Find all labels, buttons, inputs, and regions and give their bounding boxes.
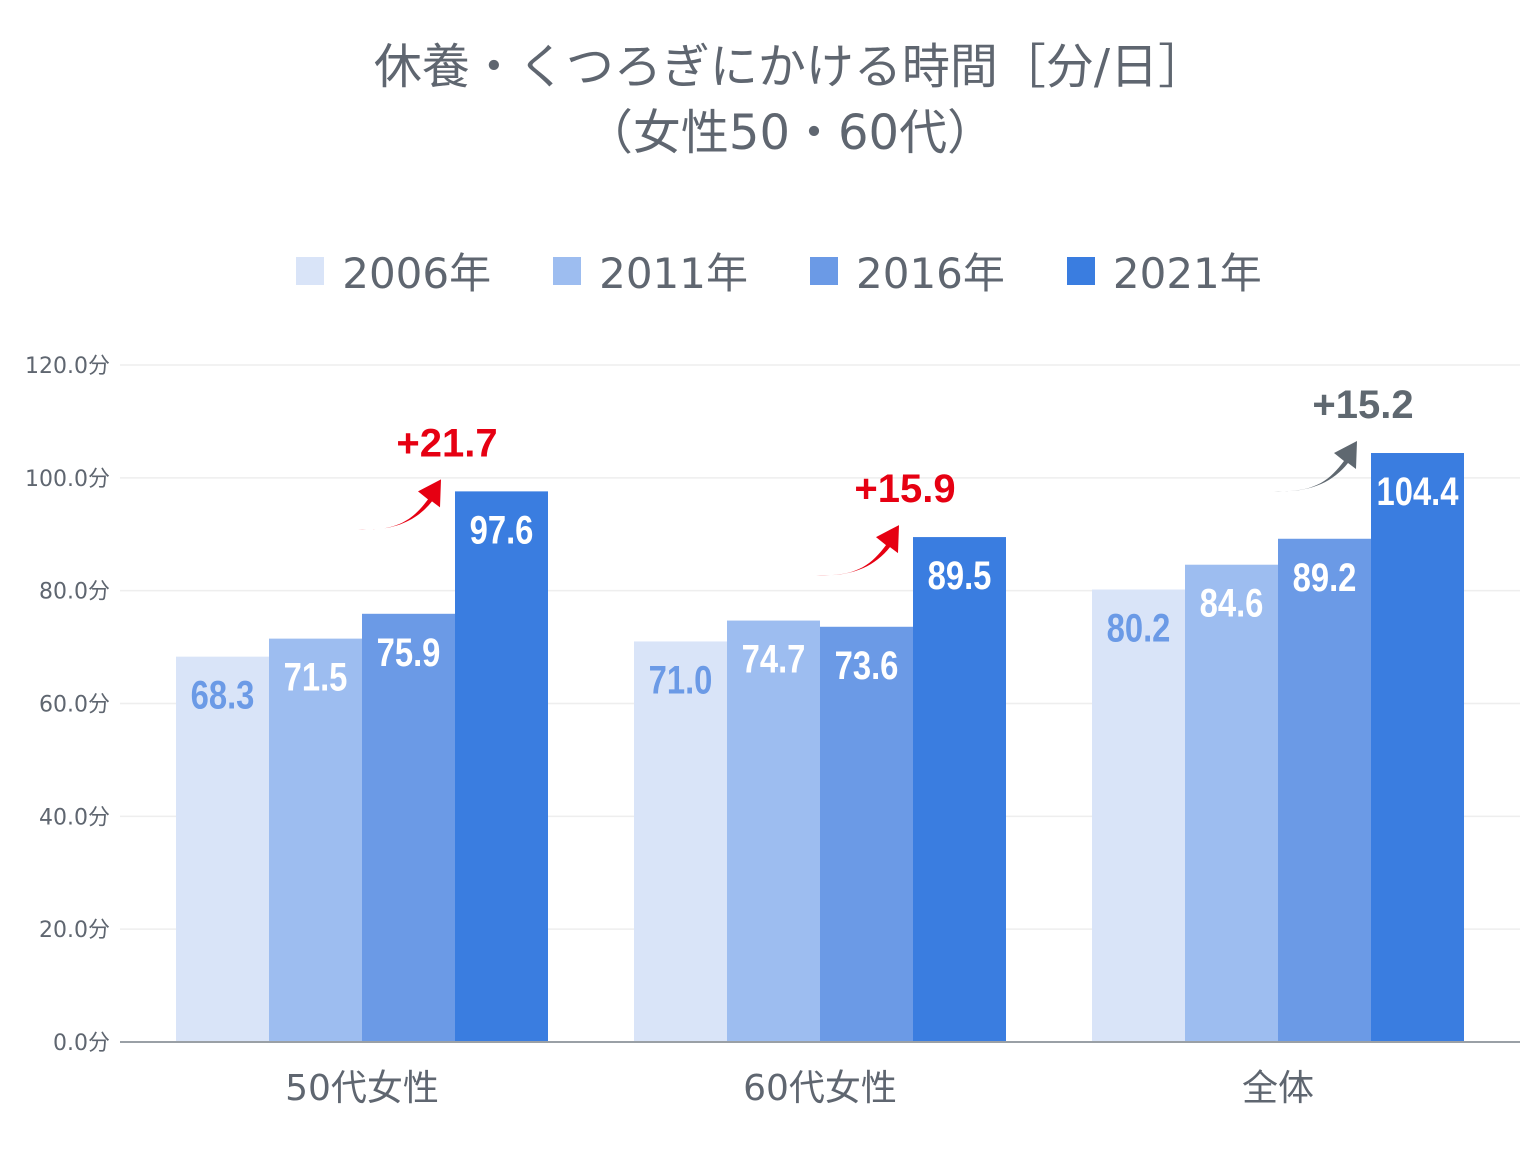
y-tick-label: 120.0分 [25, 354, 110, 379]
y-tick-label: 20.0分 [39, 918, 110, 943]
data-label: 73.6 [835, 643, 899, 688]
data-label: 75.9 [377, 630, 441, 675]
x-tick-label: 60代女性 [743, 1068, 897, 1109]
data-label: 104.4 [1376, 469, 1459, 514]
y-tick-label: 60.0分 [39, 693, 110, 718]
data-label: 74.7 [742, 636, 806, 681]
y-tick-label: 100.0分 [25, 467, 110, 492]
bar [820, 626, 913, 1042]
y-tick-label: 80.0分 [39, 580, 110, 605]
legend-swatch [296, 256, 325, 285]
bar [362, 613, 455, 1042]
bar [455, 491, 548, 1043]
legend-label: 2006年 [342, 249, 492, 298]
chart-subtitle: （女性50・60代） [584, 105, 996, 161]
bar [1278, 538, 1371, 1042]
curved-up-arrow-icon [1274, 441, 1357, 492]
bar [1092, 589, 1185, 1042]
data-label: 89.2 [1293, 555, 1357, 600]
x-tick-label: 50代女性 [285, 1068, 439, 1109]
legend-swatch [1066, 256, 1095, 285]
bar [1371, 453, 1464, 1042]
curved-up-arrow-icon [358, 479, 441, 530]
legend-label: 2016年 [856, 249, 1005, 298]
data-label: 68.3 [191, 673, 255, 718]
chart-title-main: 休養・くつろぎにかける時間［分/日］ [373, 39, 1207, 95]
legend-item-2011: 2011年 [553, 240, 748, 301]
bar [634, 641, 727, 1042]
x-tick-label: 全体 [1242, 1068, 1314, 1109]
bar [269, 638, 362, 1042]
annotation-label: +21.7 [396, 421, 497, 465]
data-label: 84.6 [1200, 581, 1264, 626]
bar [1185, 564, 1278, 1042]
data-label: 71.5 [284, 655, 348, 700]
annotation-label: +15.9 [854, 467, 955, 511]
legend-label: 2021年 [1112, 249, 1262, 298]
legend-item-2006: 2006年 [296, 240, 491, 301]
legend: 2006年 2011年 2016年 2021年 [0, 240, 1540, 301]
curved-up-arrow-icon [816, 525, 899, 576]
legend-swatch [553, 256, 582, 285]
y-tick-label: 40.0分 [39, 805, 110, 830]
legend-item-2016: 2016年 [810, 240, 1005, 301]
data-label: 89.5 [928, 553, 992, 598]
legend-label: 2011年 [599, 249, 748, 298]
bar [913, 537, 1006, 1042]
bar [727, 620, 820, 1042]
bar [176, 656, 269, 1042]
data-label: 80.2 [1107, 605, 1171, 650]
legend-swatch [810, 256, 838, 285]
annotation-label: +15.2 [1312, 383, 1413, 427]
data-label: 97.6 [470, 507, 534, 552]
chart-title: 休養・くつろぎにかける時間［分/日］ （女性50・60代） [0, 34, 1540, 166]
legend-item-2021: 2021年 [1066, 240, 1262, 301]
data-label: 71.0 [649, 657, 713, 702]
y-tick-label: 0.0分 [53, 1031, 110, 1056]
